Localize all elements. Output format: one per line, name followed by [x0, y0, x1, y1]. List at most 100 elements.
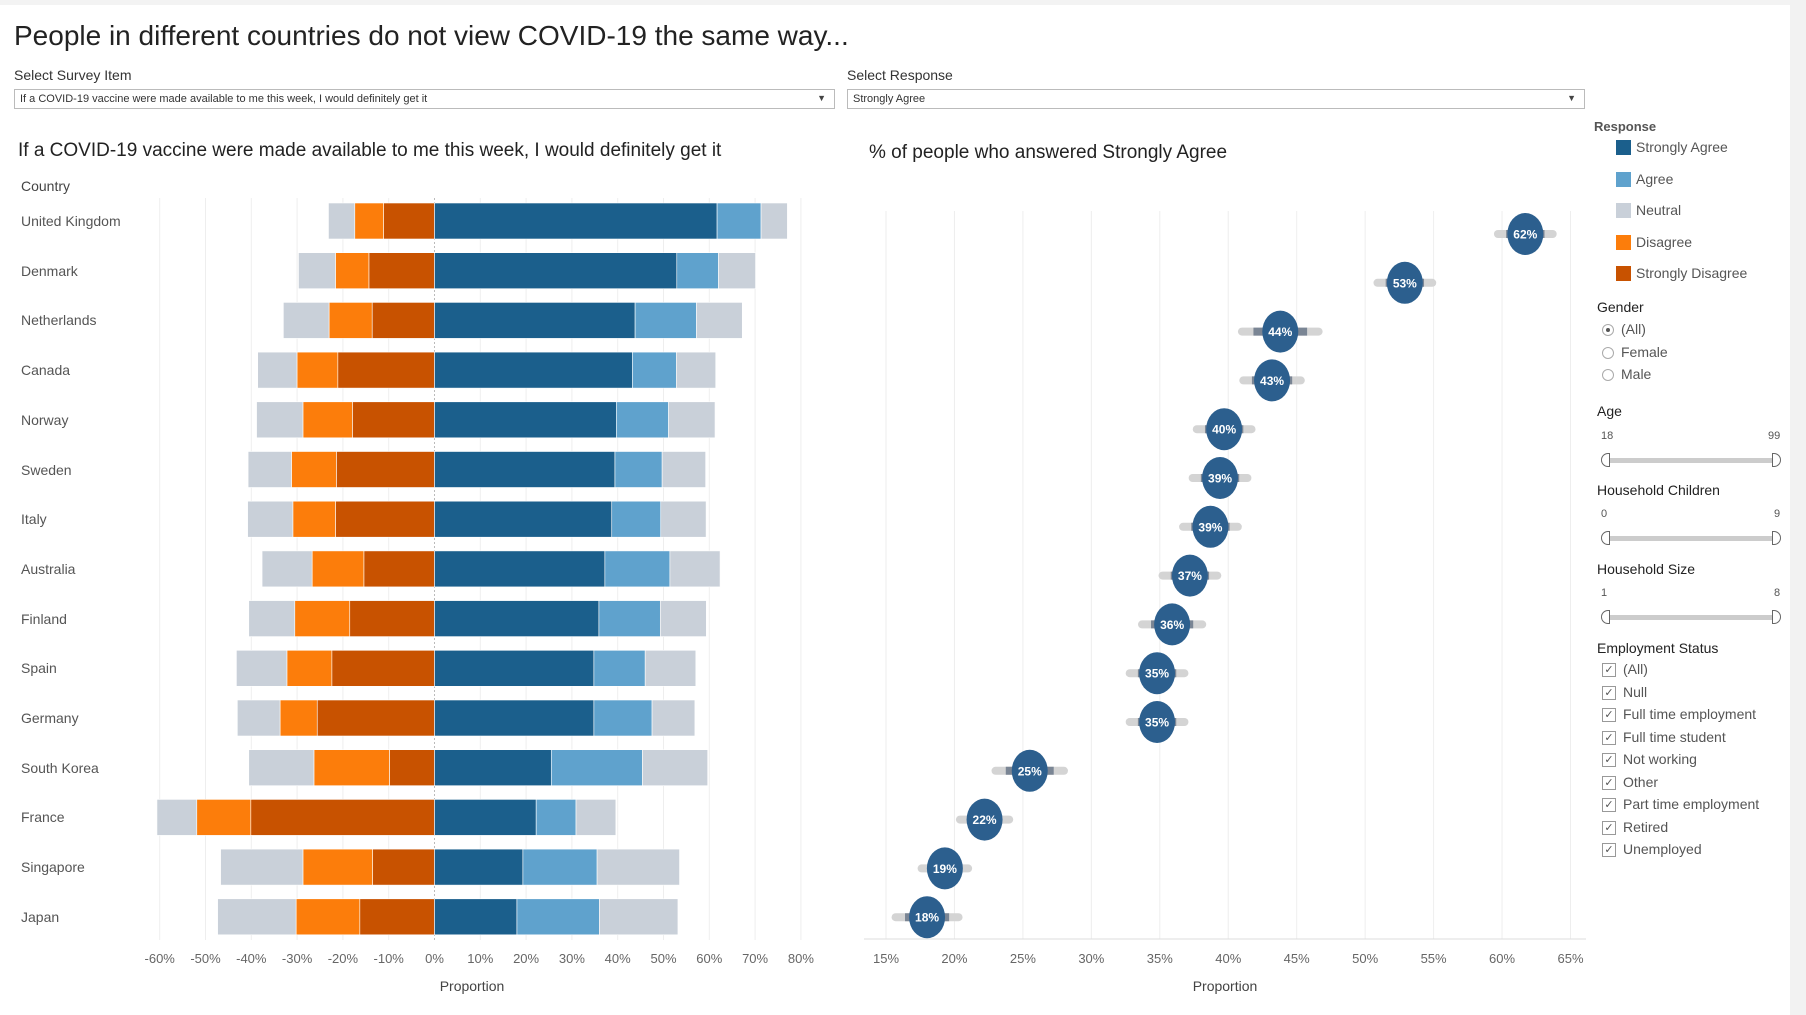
bar-neutral-right[interactable] — [642, 749, 708, 787]
bar-strongly-disagree[interactable] — [389, 749, 435, 787]
bar-agree[interactable] — [632, 351, 677, 389]
age-slider-max-handle[interactable] — [1772, 453, 1781, 467]
dot-marker[interactable] — [1139, 652, 1176, 695]
bar-neutral-right[interactable] — [660, 500, 707, 538]
bar-disagree[interactable] — [196, 799, 252, 836]
bar-strongly-agree[interactable] — [434, 848, 524, 886]
bar-disagree[interactable] — [279, 699, 318, 737]
bar-strongly-agree[interactable] — [434, 898, 518, 936]
bar-strongly-agree[interactable] — [434, 749, 552, 787]
bar-disagree[interactable] — [311, 550, 365, 588]
employment-checkbox[interactable]: ✓ — [1602, 685, 1616, 700]
dot-marker[interactable] — [1171, 554, 1208, 597]
gender-option-label[interactable]: (All) — [1621, 321, 1646, 337]
bar-strongly-disagree[interactable] — [368, 252, 435, 289]
employment-option-label[interactable]: Not working — [1623, 751, 1697, 767]
bar-strongly-agree[interactable] — [434, 500, 613, 538]
bar-neutral-left[interactable] — [236, 649, 288, 687]
bar-agree[interactable] — [550, 749, 643, 787]
dot-marker[interactable] — [926, 847, 963, 890]
bar-disagree[interactable] — [302, 401, 353, 439]
employment-option-label[interactable]: Other — [1623, 773, 1659, 790]
bar-neutral-left[interactable] — [283, 302, 330, 339]
bar-neutral-left[interactable] — [298, 252, 336, 289]
bar-disagree[interactable] — [291, 451, 337, 488]
bar-strongly-disagree[interactable] — [250, 799, 435, 836]
bar-agree[interactable] — [614, 451, 663, 488]
bar-neutral-left[interactable] — [247, 500, 294, 538]
bar-strongly-agree[interactable] — [434, 252, 678, 289]
bar-neutral-right[interactable] — [661, 451, 706, 488]
gender-radio-female[interactable] — [1602, 346, 1614, 359]
employment-checkbox[interactable]: ✓ — [1602, 730, 1616, 745]
legend-label[interactable]: Disagree — [1636, 233, 1693, 250]
bar-disagree[interactable] — [296, 351, 339, 389]
employment-checkbox[interactable]: ✓ — [1602, 708, 1616, 722]
bar-disagree[interactable] — [292, 500, 336, 538]
household-children-max-handle[interactable] — [1772, 531, 1781, 545]
legend-swatch[interactable] — [1616, 203, 1631, 218]
bar-strongly-disagree[interactable] — [349, 600, 435, 637]
employment-checkbox[interactable]: ✓ — [1602, 663, 1616, 677]
dot-marker[interactable] — [909, 896, 946, 939]
bar-agree[interactable] — [716, 202, 762, 240]
bar-neutral-left[interactable] — [237, 699, 281, 737]
age-slider-min-handle[interactable] — [1601, 453, 1610, 467]
bar-strongly-disagree[interactable] — [316, 699, 435, 737]
legend-swatch[interactable] — [1616, 234, 1631, 250]
bar-strongly-disagree[interactable] — [337, 351, 435, 389]
employment-checkbox[interactable]: ✓ — [1602, 820, 1616, 835]
bar-neutral-left[interactable] — [248, 600, 296, 637]
bar-strongly-agree[interactable] — [434, 202, 718, 240]
bar-strongly-disagree[interactable] — [352, 401, 435, 439]
dot-marker[interactable] — [1254, 359, 1291, 402]
gender-option-label[interactable]: Male — [1621, 366, 1652, 382]
legend-label[interactable]: Agree — [1636, 170, 1674, 187]
bar-strongly-agree[interactable] — [434, 649, 595, 687]
bar-disagree[interactable] — [302, 848, 373, 886]
employment-option-label[interactable]: Part time employment — [1623, 796, 1760, 812]
bar-agree[interactable] — [522, 848, 598, 886]
employment-option-label[interactable]: Full time student — [1623, 728, 1726, 745]
dot-marker[interactable] — [1386, 261, 1423, 304]
household-children-slider-track[interactable] — [1606, 536, 1776, 541]
bar-neutral-left[interactable] — [220, 848, 304, 886]
dot-marker[interactable] — [1262, 310, 1299, 353]
dot-marker[interactable] — [1192, 505, 1229, 548]
bar-strongly-agree[interactable] — [434, 799, 537, 836]
bar-disagree[interactable] — [335, 252, 370, 289]
bar-disagree[interactable] — [295, 898, 361, 936]
age-slider-track[interactable] — [1606, 458, 1776, 463]
bar-agree[interactable] — [616, 401, 669, 439]
bar-disagree[interactable] — [328, 302, 373, 339]
scrollbar-strip[interactable] — [1790, 0, 1806, 1015]
bar-agree[interactable] — [516, 898, 600, 936]
employment-option-label[interactable]: Retired — [1623, 818, 1669, 835]
bar-disagree[interactable] — [313, 749, 390, 787]
bar-strongly-disagree[interactable] — [335, 500, 435, 538]
bar-neutral-right[interactable] — [760, 202, 788, 240]
employment-checkbox[interactable]: ✓ — [1602, 775, 1616, 790]
bar-agree[interactable] — [593, 649, 646, 687]
bar-strongly-agree[interactable] — [434, 401, 617, 439]
bar-strongly-agree[interactable] — [434, 302, 636, 339]
bar-agree[interactable] — [611, 500, 662, 538]
bar-agree[interactable] — [604, 550, 671, 588]
bar-neutral-right[interactable] — [596, 848, 680, 886]
bar-agree[interactable] — [598, 600, 661, 637]
dot-marker[interactable] — [1202, 457, 1239, 499]
bar-agree[interactable] — [676, 252, 719, 289]
bar-strongly-agree[interactable] — [434, 351, 633, 389]
bar-neutral-left[interactable] — [328, 202, 356, 240]
dot-marker[interactable] — [966, 798, 1003, 841]
employment-checkbox[interactable]: ✓ — [1602, 798, 1616, 812]
employment-checkbox[interactable]: ✓ — [1602, 843, 1616, 857]
bar-strongly-disagree[interactable] — [359, 898, 435, 936]
bar-neutral-left[interactable] — [217, 898, 297, 936]
dot-marker[interactable] — [1011, 749, 1048, 792]
response-dropdown[interactable]: Strongly Agree ▼ — [847, 89, 1585, 109]
bar-neutral-right[interactable] — [676, 351, 717, 389]
bar-strongly-agree[interactable] — [434, 600, 600, 637]
legend-swatch[interactable] — [1616, 266, 1631, 281]
gender-radio-all[interactable] — [1602, 324, 1614, 336]
